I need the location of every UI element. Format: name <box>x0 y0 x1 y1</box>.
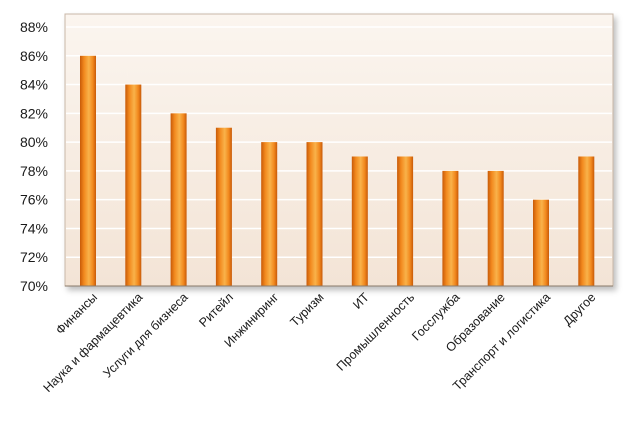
bar <box>261 142 278 286</box>
bar <box>306 142 323 286</box>
y-tick-label: 88% <box>20 19 48 35</box>
bar <box>80 55 96 287</box>
y-tick-label: 72% <box>20 249 48 265</box>
plot-area <box>64 13 614 287</box>
bar <box>578 156 595 286</box>
bar <box>125 84 142 286</box>
bar <box>215 127 232 286</box>
x-category-label: ИТ <box>350 290 372 312</box>
gridlines <box>66 26 612 258</box>
x-category-label: Услуги для бизнеса <box>100 290 190 380</box>
x-category-label: Другое <box>560 290 598 328</box>
y-tick-label: 84% <box>20 77 48 93</box>
y-tick-label: 82% <box>20 105 48 121</box>
bar <box>442 170 459 286</box>
bar <box>533 199 549 286</box>
y-axis-ticks: 70% 72% 74% 76% 78% 80% 82% 84% 86% 88% <box>20 19 48 294</box>
y-tick-label: 70% <box>20 278 48 294</box>
y-tick-label: 74% <box>20 220 48 236</box>
y-tick-label: 76% <box>20 192 48 208</box>
bars <box>80 55 595 287</box>
y-tick-label: 80% <box>20 134 48 150</box>
x-category-label: Промышленность <box>334 290 417 373</box>
bar <box>487 170 504 286</box>
y-tick-label: 86% <box>20 48 48 64</box>
bar <box>351 156 368 286</box>
x-category-label: Туризм <box>288 290 327 329</box>
bar <box>170 113 187 286</box>
x-category-label: Финансы <box>53 290 100 337</box>
y-tick-label: 78% <box>20 163 48 179</box>
x-category-label: Ритейл <box>196 290 236 330</box>
bar <box>397 156 414 286</box>
